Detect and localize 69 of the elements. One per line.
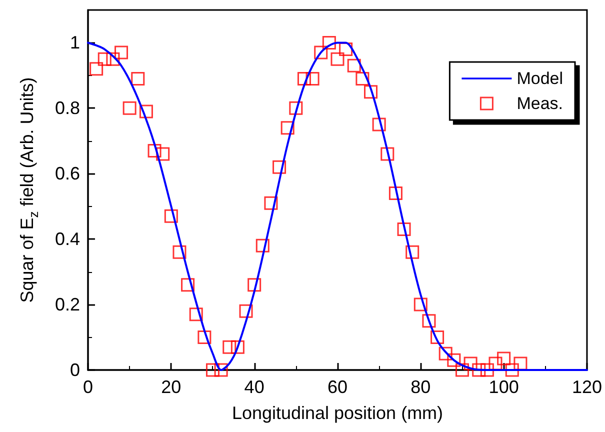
point <box>214 363 228 377</box>
point <box>447 353 461 367</box>
point <box>438 346 452 360</box>
point <box>472 363 486 377</box>
x-tick-label: 20 <box>161 377 182 397</box>
point <box>422 314 436 328</box>
point <box>172 245 186 259</box>
point <box>131 72 145 86</box>
legend-label: Meas. <box>516 94 563 113</box>
point <box>497 352 511 366</box>
point <box>414 298 428 312</box>
x-tick-label: 0 <box>82 377 94 397</box>
y-tick-label: 0.6 <box>54 164 80 184</box>
point <box>464 356 478 370</box>
x-tick-label: 40 <box>244 377 264 397</box>
point <box>164 209 178 223</box>
point <box>114 46 128 60</box>
point <box>198 330 212 344</box>
point <box>248 278 262 292</box>
point <box>280 121 294 135</box>
y-tick-label: 0.2 <box>54 294 80 315</box>
point <box>256 238 270 252</box>
point <box>289 101 303 115</box>
point <box>339 42 353 56</box>
x-tick-label: 100 <box>488 377 519 397</box>
point <box>264 196 278 210</box>
point <box>156 147 170 161</box>
point <box>306 72 320 86</box>
y-tick-label: 0.4 <box>54 229 80 250</box>
point <box>322 36 336 50</box>
point <box>430 330 444 344</box>
point <box>90 62 104 76</box>
point <box>480 363 494 377</box>
x-tick-label: 60 <box>327 377 348 397</box>
point <box>239 304 253 318</box>
y-tick-label: 0.8 <box>54 98 80 118</box>
y-tick-label: 1 <box>70 32 80 53</box>
point <box>347 58 361 72</box>
point <box>356 72 370 86</box>
point <box>397 222 411 236</box>
point <box>372 118 386 132</box>
point <box>455 363 469 377</box>
point <box>206 363 220 377</box>
point <box>222 340 236 354</box>
point <box>514 356 528 370</box>
point <box>406 245 420 259</box>
point <box>297 72 311 86</box>
point <box>488 356 502 370</box>
x-tick-label: 80 <box>410 377 431 397</box>
point <box>314 46 328 60</box>
y-tick-label: 0 <box>70 360 80 380</box>
point <box>388 186 402 200</box>
point <box>505 363 519 377</box>
point <box>272 160 286 174</box>
point <box>106 52 120 66</box>
y-axis-title: Squar of Ez field (Arb. Units) <box>17 77 41 303</box>
point <box>189 308 203 322</box>
point <box>330 52 344 66</box>
point <box>98 52 112 66</box>
point <box>380 147 394 161</box>
point <box>230 340 244 354</box>
x-tick-label: 120 <box>572 377 602 397</box>
point <box>148 144 162 158</box>
legend-label: Model <box>516 69 564 88</box>
point <box>364 85 378 99</box>
point <box>181 278 195 292</box>
point <box>122 101 136 115</box>
point <box>139 104 153 118</box>
x-axis-title: Longitudinal position (mm) <box>232 403 444 423</box>
